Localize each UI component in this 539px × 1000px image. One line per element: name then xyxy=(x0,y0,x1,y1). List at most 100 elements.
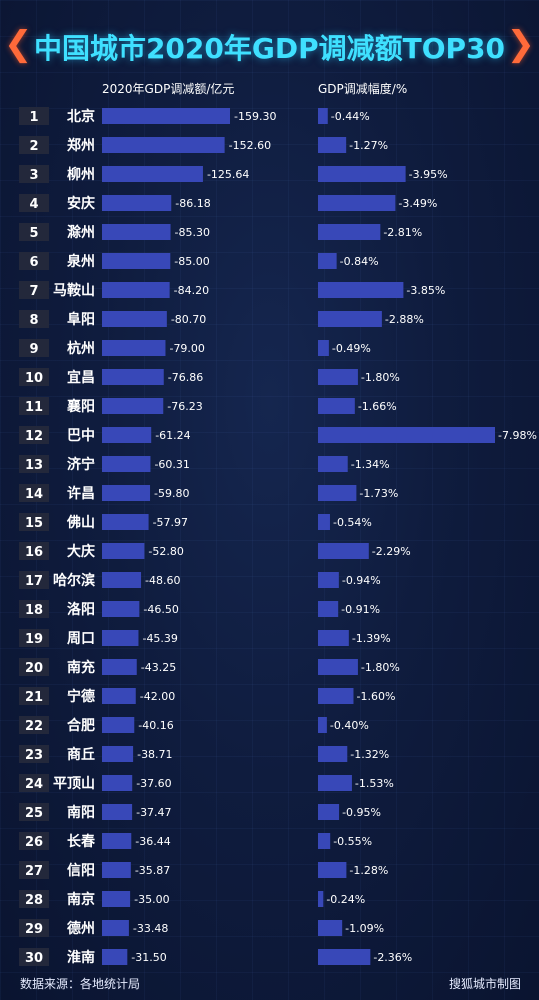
rate-bar xyxy=(318,195,396,211)
rank-box xyxy=(19,919,49,937)
amount-bar xyxy=(102,717,135,733)
city-label: 合肥 xyxy=(67,717,95,734)
rank-label: 20 xyxy=(25,661,43,676)
rate-data-label: -1.09% xyxy=(345,922,384,935)
rank-box xyxy=(19,861,49,879)
amount-bar xyxy=(102,224,171,240)
rate-data-label: -1.80% xyxy=(361,371,400,384)
amount-data-label: -40.16 xyxy=(138,719,173,732)
city-label: 南充 xyxy=(67,659,95,676)
rate-data-label: -1.28% xyxy=(349,864,388,877)
amount-bar xyxy=(102,108,230,124)
amount-bar xyxy=(102,398,164,414)
rank-box xyxy=(19,513,49,531)
chart-title: 中国城市2020年GDP调减额TOP30 xyxy=(33,32,506,65)
rate-bar xyxy=(318,543,369,559)
amount-bar xyxy=(102,630,139,646)
rate-data-label: -0.55% xyxy=(333,835,372,848)
amount-data-label: -37.47 xyxy=(136,806,171,819)
city-label: 南阳 xyxy=(67,804,95,821)
amount-data-label: -76.86 xyxy=(168,371,203,384)
rank-label: 8 xyxy=(29,313,38,328)
amount-bar xyxy=(102,891,131,907)
rank-box xyxy=(19,252,49,270)
amount-data-label: -33.48 xyxy=(133,922,168,935)
city-label: 柳州 xyxy=(67,166,95,183)
amount-bar xyxy=(102,920,129,936)
rank-label: 14 xyxy=(25,487,43,502)
amount-data-label: -85.00 xyxy=(174,255,209,268)
chevron-right-icon: ❯ xyxy=(506,24,536,64)
city-label: 哈尔滨 xyxy=(53,572,95,589)
amount-bar xyxy=(102,543,145,559)
rank-box xyxy=(19,310,49,328)
city-label: 马鞍山 xyxy=(53,282,95,299)
rate-data-label: -1.73% xyxy=(359,487,398,500)
amount-bar xyxy=(102,311,167,327)
rank-label: 2 xyxy=(29,139,38,154)
city-label: 郑州 xyxy=(67,137,95,154)
city-label: 宁德 xyxy=(67,688,95,705)
rank-box xyxy=(19,890,49,908)
rate-bar xyxy=(318,688,354,704)
city-label: 巴中 xyxy=(67,427,95,444)
amount-data-label: -84.20 xyxy=(174,284,209,297)
city-label: 泉州 xyxy=(67,253,95,270)
rate-data-label: -1.53% xyxy=(355,777,394,790)
amount-data-label: -125.64 xyxy=(207,168,249,181)
rate-data-label: -0.44% xyxy=(331,110,370,123)
rank-label: 10 xyxy=(25,371,43,386)
amount-bar xyxy=(102,166,203,182)
rate-data-label: -0.24% xyxy=(326,893,365,906)
rank-label: 28 xyxy=(25,893,43,908)
amount-bar xyxy=(102,746,134,762)
rate-bar xyxy=(318,485,357,501)
rate-bar xyxy=(318,862,347,878)
rank-label: 21 xyxy=(25,690,43,705)
rate-bar xyxy=(318,746,348,762)
amount-data-label: -152.60 xyxy=(229,139,271,152)
rank-label: 19 xyxy=(25,632,43,647)
rate-data-label: -0.49% xyxy=(332,342,371,355)
rank-box xyxy=(19,745,49,763)
city-label: 济宁 xyxy=(67,456,95,473)
rank-label: 9 xyxy=(29,342,38,357)
rate-data-label: -1.60% xyxy=(356,690,395,703)
amount-data-label: -60.31 xyxy=(154,458,189,471)
rank-box xyxy=(19,281,49,299)
rank-label: 1 xyxy=(29,110,38,125)
rate-bar xyxy=(318,253,337,269)
rank-label: 18 xyxy=(25,603,43,618)
rate-bar xyxy=(318,282,404,298)
rate-data-label: -2.36% xyxy=(373,951,412,964)
city-label: 德州 xyxy=(67,920,95,937)
rate-data-label: -1.32% xyxy=(350,748,389,761)
rate-bar xyxy=(318,224,381,240)
amount-data-label: -57.97 xyxy=(153,516,188,529)
rate-bar xyxy=(318,601,339,617)
amount-data-label: -79.00 xyxy=(169,342,204,355)
rank-label: 22 xyxy=(25,719,43,734)
chart-credit: 搜狐城市制图 xyxy=(448,977,521,991)
rank-box xyxy=(19,948,49,966)
amount-data-label: -31.50 xyxy=(131,951,166,964)
rate-data-label: -3.85% xyxy=(406,284,445,297)
rate-bar xyxy=(318,949,371,965)
rank-label: 30 xyxy=(25,951,43,966)
rate-data-label: -1.39% xyxy=(352,632,391,645)
rank-label: 6 xyxy=(29,255,38,270)
city-label: 阜阳 xyxy=(67,311,95,328)
rate-bar xyxy=(318,108,328,124)
rank-label: 15 xyxy=(25,516,43,531)
rate-data-label: -2.81% xyxy=(383,226,422,239)
rank-box xyxy=(19,687,49,705)
rank-box xyxy=(19,629,49,647)
rank-label: 29 xyxy=(25,922,43,937)
rank-box xyxy=(19,194,49,212)
amount-data-label: -37.60 xyxy=(136,777,171,790)
rank-box xyxy=(19,774,49,792)
city-label: 信阳 xyxy=(67,862,95,879)
amount-data-label: -38.71 xyxy=(137,748,172,761)
rank-box xyxy=(19,136,49,154)
